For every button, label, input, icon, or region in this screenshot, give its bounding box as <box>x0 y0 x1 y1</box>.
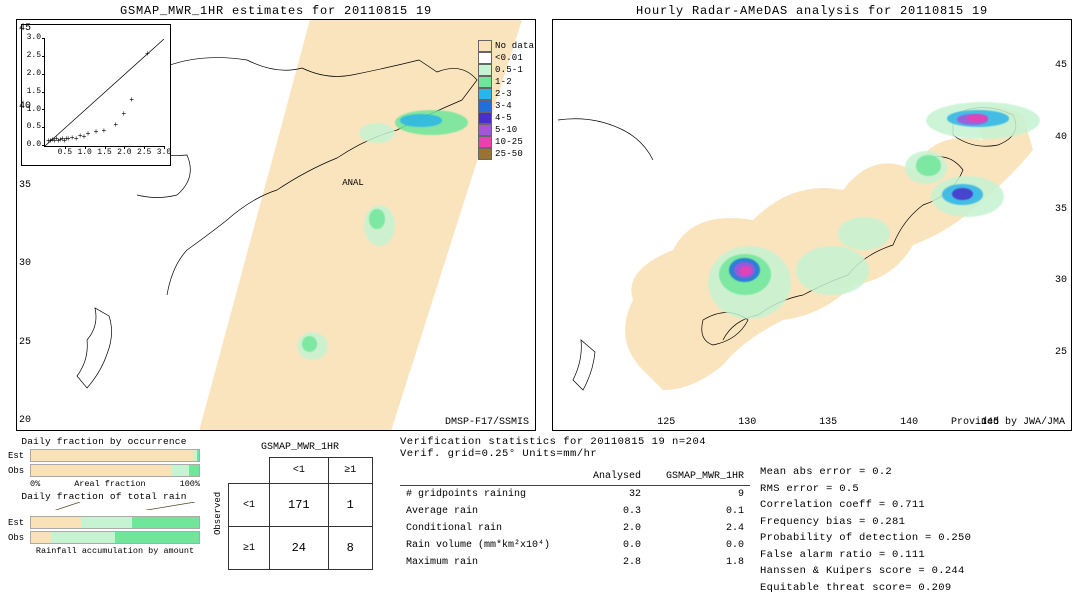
stat-line: Mean abs error = 0.2 <box>760 464 1072 481</box>
legend-entry: 0.5-1 <box>478 64 538 76</box>
bar-row: Obs <box>8 464 200 477</box>
inset-xtick: 1.5 <box>95 149 115 157</box>
occ-axis-right: 100% <box>180 479 200 489</box>
table-row: # gridpoints raining329 <box>400 486 750 504</box>
right-map-title: Hourly Radar-AMeDAS analysis for 2011081… <box>552 4 1072 18</box>
ctab-side: Observed <box>210 457 226 570</box>
inset-xtick: 1.0 <box>75 149 95 157</box>
total-axis: Rainfall accumulation by amount <box>36 546 194 556</box>
scatter-point: + <box>102 129 107 134</box>
occ-axis-mid: Areal fraction <box>74 479 145 489</box>
rain-region <box>796 246 869 295</box>
verification-table: Verification statistics for 20110815 19 … <box>400 436 750 596</box>
left-map: GSMAP_MWR_1HR 0.00.50.51.01.01.51.52.02.… <box>16 19 536 431</box>
map-ytick: 45 <box>19 23 31 34</box>
stat-line: Correlation coeff = 0.711 <box>760 497 1072 514</box>
stat-line: RMS error = 0.5 <box>760 481 1072 498</box>
left-map-credit: DMSP-F17/SSMIS <box>445 417 529 428</box>
map-ytick: 35 <box>1049 204 1067 215</box>
legend-entry: <0.01 <box>478 52 538 64</box>
table-row: Rain volume (mm*km²x10⁴)0.00.0 <box>400 537 750 554</box>
occ-axis-left: 0% <box>30 479 40 489</box>
inset-ytick: 3.0 <box>23 34 41 42</box>
inset-xtick: 2.5 <box>134 149 154 157</box>
bar-row: Est <box>8 449 200 462</box>
scatter-point: + <box>113 123 118 128</box>
scatter-point: + <box>145 52 150 57</box>
table-row: Maximum rain2.81.8 <box>400 554 750 571</box>
inset-ytick: 0.0 <box>23 141 41 149</box>
legend-entry: 10-25 <box>478 136 538 148</box>
map-ytick: 40 <box>19 101 31 112</box>
inset-xlabel: ANAL <box>171 178 535 428</box>
inset-ytick: 2.5 <box>23 52 41 60</box>
scatter-point: + <box>129 98 134 103</box>
scatter-point: + <box>86 132 91 137</box>
map-ytick: 30 <box>1049 275 1067 286</box>
total-title: Daily fraction of total rain <box>8 491 200 502</box>
right-map-credit: Provided by JWA/JMA <box>951 417 1065 428</box>
rain-region <box>838 217 890 250</box>
map-ytick: 45 <box>1049 60 1067 71</box>
connector-lines <box>30 502 200 510</box>
inset-scatter: GSMAP_MWR_1HR 0.00.50.51.01.01.51.52.02.… <box>21 24 171 166</box>
inset-xtick: 3.0 <box>154 149 174 157</box>
scatter-point: + <box>121 112 126 117</box>
legend-entry: 5-10 <box>478 124 538 136</box>
legend-entry: 1-2 <box>478 76 538 88</box>
map-ytick: 35 <box>19 180 31 191</box>
left-map-title: GSMAP_MWR_1HR estimates for 20110815 19 <box>16 4 536 18</box>
legend-entry: 3-4 <box>478 100 538 112</box>
stat-line: Equitable threat score= 0.209 <box>760 580 1072 597</box>
map-xtick: 125 <box>652 417 680 428</box>
rain-region <box>916 155 942 176</box>
stat-line: Hanssen & Kuipers score = 0.244 <box>760 563 1072 580</box>
table-row: Conditional rain2.02.4 <box>400 520 750 537</box>
stat-line: False alarm ratio = 0.111 <box>760 547 1072 564</box>
legend-entry: 25-50 <box>478 148 538 160</box>
legend-entry: 4-5 <box>478 112 538 124</box>
verif-title: Verification statistics for 20110815 19 … <box>400 436 750 460</box>
contingency-table: GSMAP_MWR_1HR Observed <1≥1<11711≥1248 <box>210 436 390 596</box>
left-map-panel: GSMAP_MWR_1HR estimates for 20110815 19 … <box>16 4 536 431</box>
map-ytick: 20 <box>19 415 31 426</box>
rain-region <box>359 123 395 144</box>
ctab-title: GSMAP_MWR_1HR <box>210 442 390 453</box>
rain-region <box>400 114 441 126</box>
inset-title: GSMAP_MWR_1HR <box>22 19 100 22</box>
map-ytick: 25 <box>19 337 31 348</box>
map-xtick: 135 <box>814 417 842 428</box>
right-map: 125130135140145 2530354045 Provided by J… <box>552 19 1072 431</box>
inset-xtick: 0.5 <box>55 149 75 157</box>
table-row: Average rain0.30.1 <box>400 503 750 520</box>
fraction-bars: Daily fraction by occurrence Est Obs 0% A… <box>8 436 200 596</box>
map-xtick: 140 <box>895 417 923 428</box>
inset-ytick: 2.0 <box>23 70 41 78</box>
japan-outline <box>553 20 1071 430</box>
legend-entry: No data <box>478 40 538 52</box>
inset-ytick: 0.5 <box>23 123 41 131</box>
map-ytick: 25 <box>1049 347 1067 358</box>
bar-row: Obs <box>8 531 200 544</box>
inset-xtick: 2.0 <box>114 149 134 157</box>
bar-row: Est <box>8 516 200 529</box>
legend-entry: 2-3 <box>478 88 538 100</box>
rain-region <box>952 188 973 200</box>
stat-line: Frequency bias = 0.281 <box>760 514 1072 531</box>
right-map-panel: Hourly Radar-AMeDAS analysis for 2011081… <box>552 4 1072 431</box>
occ-title: Daily fraction by occurrence <box>8 436 200 447</box>
map-ytick: 40 <box>1049 132 1067 143</box>
map-ytick: 30 <box>19 258 31 269</box>
scatter-point: + <box>94 130 99 135</box>
map-xtick: 130 <box>733 417 761 428</box>
inset-ytick: 1.5 <box>23 88 41 96</box>
stat-line: Probability of detection = 0.250 <box>760 530 1072 547</box>
color-legend: No data<0.010.5-11-22-33-44-55-1010-2525… <box>478 40 538 160</box>
score-list: Mean abs error = 0.2RMS error = 0.5Corre… <box>760 436 1072 596</box>
